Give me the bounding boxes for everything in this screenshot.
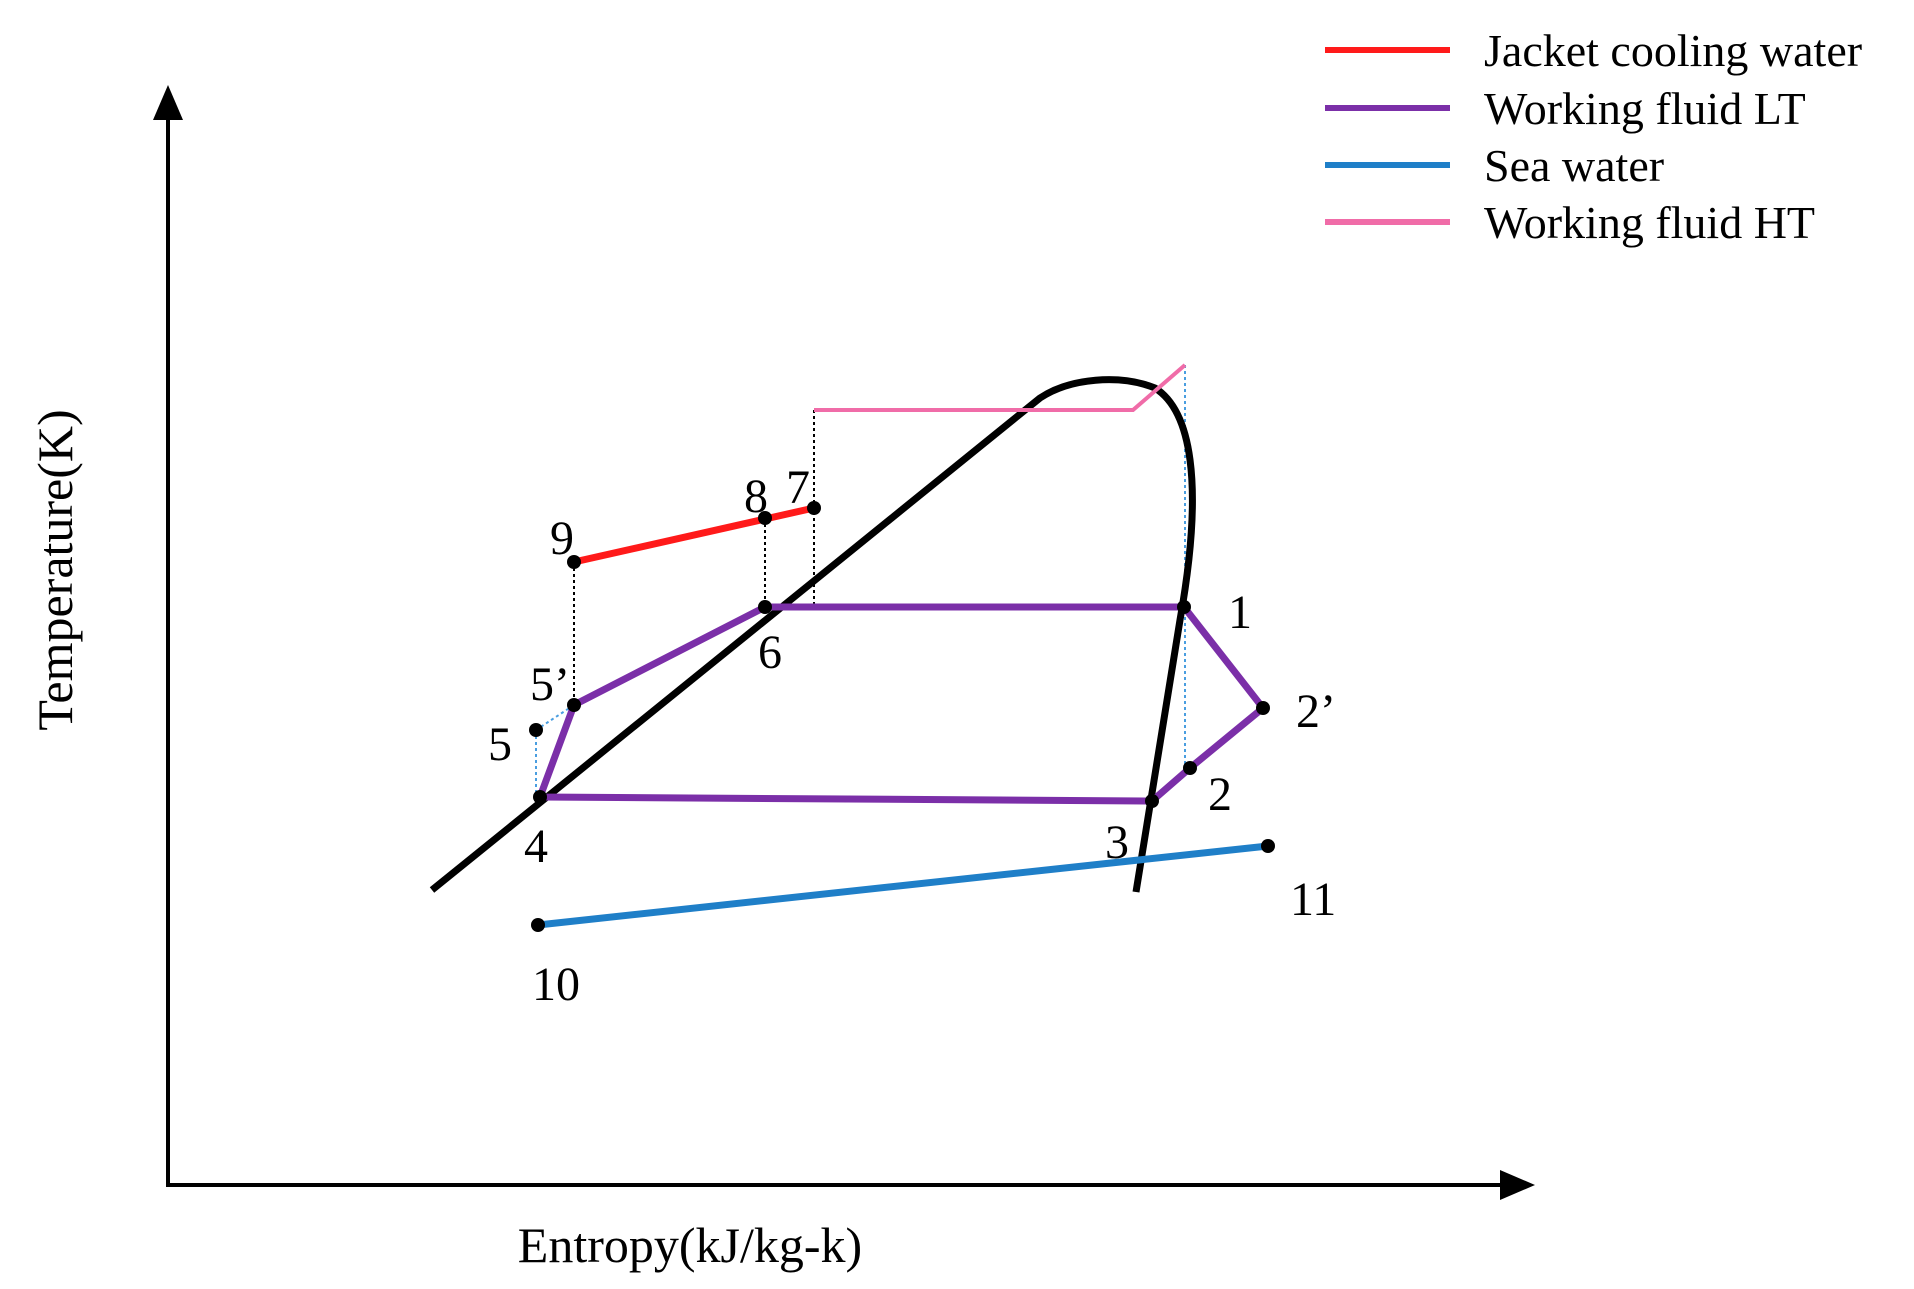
- legend-item-working-fluid-ht: Working fluid HT: [1325, 197, 1815, 248]
- label-7: 7: [786, 461, 810, 514]
- state-point-labels: 1 2 2’ 3 4 5 5’ 6 7 8 9 10 11: [488, 461, 1336, 1011]
- legend-label-sea: Sea water: [1484, 140, 1664, 191]
- saturation-dome: [429, 376, 1196, 893]
- working-fluid-lt-line: [536, 603, 1267, 805]
- sea-water-line: [537, 842, 1269, 929]
- guide-5-5p: [535, 704, 575, 731]
- axes: Entropy(kJ/kg-k) Temperature(K): [27, 85, 1535, 1273]
- point-11: [1261, 839, 1275, 853]
- label-1: 1: [1228, 586, 1252, 639]
- guide-lines: [535, 365, 1186, 797]
- state-point-markers: [529, 501, 1275, 932]
- legend-label-lt: Working fluid LT: [1484, 83, 1806, 134]
- point-3: [1145, 794, 1159, 808]
- label-5p: 5’: [530, 658, 570, 711]
- point-8: [758, 511, 772, 525]
- point-9: [567, 555, 581, 569]
- legend-item-working-fluid-lt: Working fluid LT: [1325, 83, 1806, 134]
- label-11: 11: [1290, 873, 1336, 926]
- label-8: 8: [744, 470, 768, 523]
- point-6: [758, 600, 772, 614]
- point-5: [529, 723, 543, 737]
- legend-item-sea-water: Sea water: [1325, 140, 1664, 191]
- point-2: [1183, 761, 1197, 775]
- label-2p: 2’: [1296, 685, 1336, 738]
- label-5: 5: [488, 718, 512, 771]
- y-axis-arrow-icon: [153, 85, 183, 120]
- x-axis-title: Entropy(kJ/kg-k): [518, 1217, 862, 1273]
- point-5p: [567, 698, 581, 712]
- working-fluid-ht-line: [814, 363, 1187, 412]
- point-4: [533, 790, 547, 804]
- label-9: 9: [550, 512, 574, 565]
- point-2p: [1256, 701, 1270, 715]
- label-2: 2: [1208, 768, 1232, 821]
- legend-item-jacket-cooling-water: Jacket cooling water: [1325, 25, 1862, 76]
- point-10: [531, 918, 545, 932]
- legend-label-ht: Working fluid HT: [1484, 197, 1815, 248]
- x-axis-arrow-icon: [1500, 1170, 1535, 1200]
- point-1: [1177, 600, 1191, 614]
- legend: Jacket cooling water Working fluid LT Se…: [1325, 25, 1862, 248]
- label-10: 10: [532, 958, 580, 1011]
- label-4: 4: [524, 820, 548, 873]
- jacket-cooling-water-line: [573, 504, 815, 566]
- legend-label-jacket: Jacket cooling water: [1484, 25, 1862, 76]
- y-axis-title: Temperature(K): [27, 409, 83, 730]
- point-7: [807, 501, 821, 515]
- label-6: 6: [758, 626, 782, 679]
- label-3: 3: [1105, 816, 1129, 869]
